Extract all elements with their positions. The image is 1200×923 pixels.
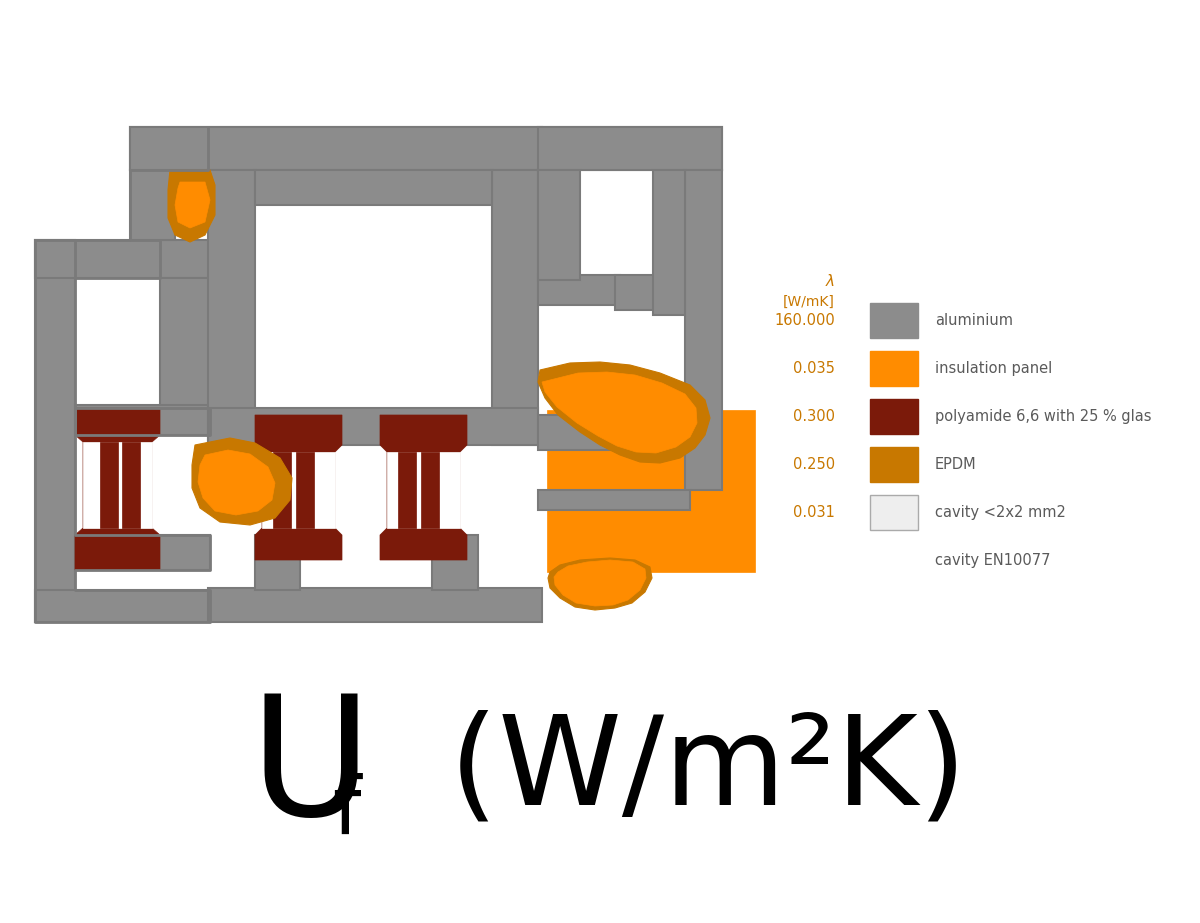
Text: aluminium: aluminium [935,313,1013,328]
Polygon shape [208,170,256,445]
Polygon shape [262,452,335,528]
Text: λ: λ [826,274,835,290]
Text: EPDM: EPDM [935,457,977,472]
Polygon shape [35,240,74,622]
Text: (W/m²K): (W/m²K) [370,710,967,831]
Bar [870,303,918,338]
Bar [870,351,918,386]
Polygon shape [547,410,755,572]
Polygon shape [168,170,215,242]
Polygon shape [35,240,210,278]
Text: 0.035: 0.035 [793,361,835,376]
Polygon shape [538,490,690,510]
Polygon shape [685,170,722,490]
Polygon shape [172,127,205,152]
Polygon shape [542,372,697,453]
Text: f: f [332,773,360,851]
Polygon shape [587,127,618,155]
Polygon shape [554,560,646,606]
Text: 160.000: 160.000 [774,313,835,328]
Polygon shape [130,127,722,170]
Polygon shape [380,415,467,560]
Text: cavity <2x2 mm2: cavity <2x2 mm2 [935,505,1066,520]
Polygon shape [398,452,416,528]
Text: 0.300: 0.300 [793,409,835,424]
Bar [870,447,918,482]
Polygon shape [83,442,152,528]
Polygon shape [122,442,140,528]
Polygon shape [256,170,492,205]
Polygon shape [74,408,160,570]
Polygon shape [538,170,580,280]
Polygon shape [130,127,542,170]
Bar [870,399,918,434]
Polygon shape [296,452,314,528]
Text: 0.250: 0.250 [793,457,835,472]
Text: U: U [250,689,372,852]
Polygon shape [208,408,538,445]
Polygon shape [160,278,210,435]
Polygon shape [74,535,210,570]
Polygon shape [192,438,292,525]
Polygon shape [256,535,300,590]
Text: [W/mK]: [W/mK] [784,295,835,309]
Polygon shape [432,535,478,590]
Polygon shape [653,170,685,315]
Polygon shape [100,442,118,528]
Text: 0.031: 0.031 [793,505,835,520]
Text: insulation panel: insulation panel [935,361,1052,376]
Polygon shape [492,170,538,445]
Polygon shape [538,275,620,305]
Polygon shape [386,452,460,528]
Polygon shape [256,415,342,560]
Polygon shape [208,588,542,622]
Polygon shape [421,452,439,528]
Text: polyamide 6,6 with 25 % glas: polyamide 6,6 with 25 % glas [935,409,1152,424]
Polygon shape [74,405,210,435]
Polygon shape [175,182,210,228]
Polygon shape [538,415,690,450]
Text: cavity EN10077: cavity EN10077 [935,553,1050,568]
Polygon shape [538,362,710,463]
Bar [870,495,918,530]
Polygon shape [616,275,660,310]
Polygon shape [538,127,722,170]
Polygon shape [35,590,210,622]
Polygon shape [274,452,292,528]
Polygon shape [130,170,175,240]
Polygon shape [548,558,652,610]
Polygon shape [198,450,275,515]
